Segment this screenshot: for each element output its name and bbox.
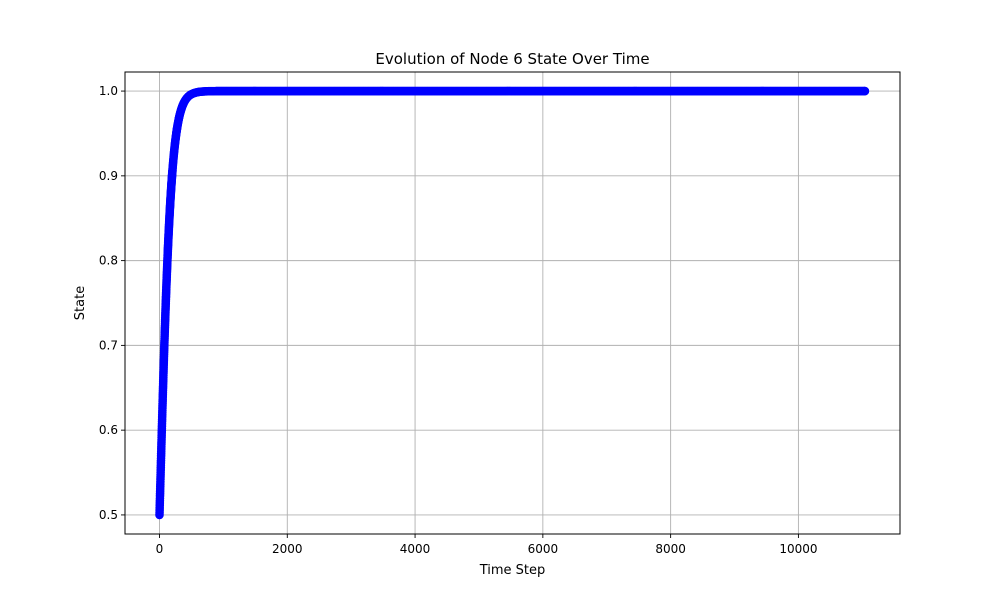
ticks-layer: 0 2000 4000 6000 8000 10000 0.5 0.6 0.7 0.8 0.9 1.0 — [99, 84, 818, 556]
x-tick-label: 6000 — [528, 542, 559, 556]
x-tick-label: 4000 — [400, 542, 431, 556]
y-tick-label: 0.7 — [99, 338, 118, 352]
y-tick-label: 0.9 — [99, 169, 118, 183]
plot-frame — [124, 71, 901, 535]
y-tick-label: 0.5 — [99, 508, 118, 522]
y-tick-label: 0.6 — [99, 423, 118, 437]
x-tick-label: 2000 — [272, 542, 303, 556]
y-tick-label: 0.8 — [99, 254, 118, 268]
y-tick-label: 1.0 — [99, 84, 118, 98]
x-tick-label: 10000 — [779, 542, 817, 556]
x-axis-label: Time Step — [479, 563, 546, 578]
points-layer — [155, 86, 870, 520]
grid-layer — [125, 72, 900, 534]
x-tick-label: 0 — [156, 542, 164, 556]
x-tick-label: 8000 — [655, 542, 686, 556]
chart-title: Evolution of Node 6 State Over Time — [375, 50, 649, 68]
data-point — [860, 86, 870, 96]
y-axis-label: State — [73, 286, 88, 320]
